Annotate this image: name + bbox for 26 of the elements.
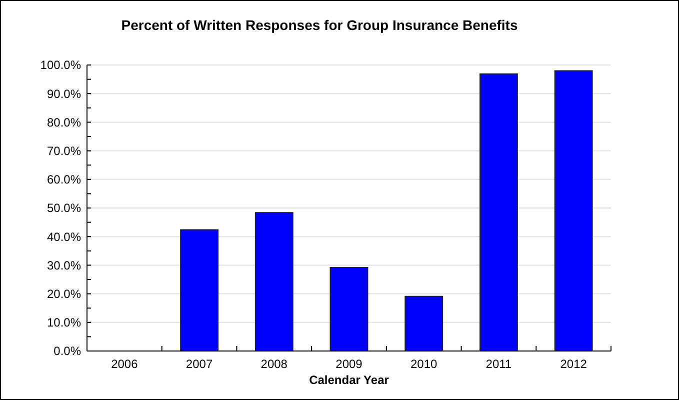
y-tick-label: 80.0% bbox=[46, 115, 82, 130]
y-tick-label: 70.0% bbox=[46, 144, 82, 158]
x-tick-label: 2006 bbox=[111, 357, 138, 371]
bar bbox=[404, 296, 444, 352]
chart-title: Percent of Written Responses for Group Insurance Benefits bbox=[121, 17, 518, 33]
y-tick-label: 10.0% bbox=[46, 316, 82, 330]
y-tick-label: 20.0% bbox=[46, 287, 82, 301]
x-tick-label: 2009 bbox=[336, 357, 363, 371]
y-tick-label: 90.0% bbox=[46, 86, 82, 101]
y-tick-label: 60.0% bbox=[46, 172, 82, 187]
y-tick-label: 50.0% bbox=[46, 201, 82, 216]
y-tick-label: 40.0% bbox=[46, 230, 82, 244]
bar bbox=[330, 266, 368, 352]
x-tick-label: 2011 bbox=[486, 357, 512, 371]
x-tick-label: 2007 bbox=[186, 357, 213, 371]
y-tick-label: 0.0% bbox=[54, 344, 82, 358]
bar bbox=[254, 212, 294, 352]
bar bbox=[180, 229, 218, 352]
x-tick-label: 2010 bbox=[410, 357, 438, 371]
x-axis-title: Calendar Year bbox=[309, 373, 390, 387]
y-tick-label: 30.0% bbox=[46, 258, 82, 272]
x-tick-label: 2012 bbox=[560, 357, 588, 371]
x-tick-label: 2008 bbox=[260, 357, 288, 371]
bar bbox=[480, 73, 518, 352]
y-tick-label: 100.0% bbox=[40, 58, 82, 72]
bar bbox=[554, 70, 593, 352]
